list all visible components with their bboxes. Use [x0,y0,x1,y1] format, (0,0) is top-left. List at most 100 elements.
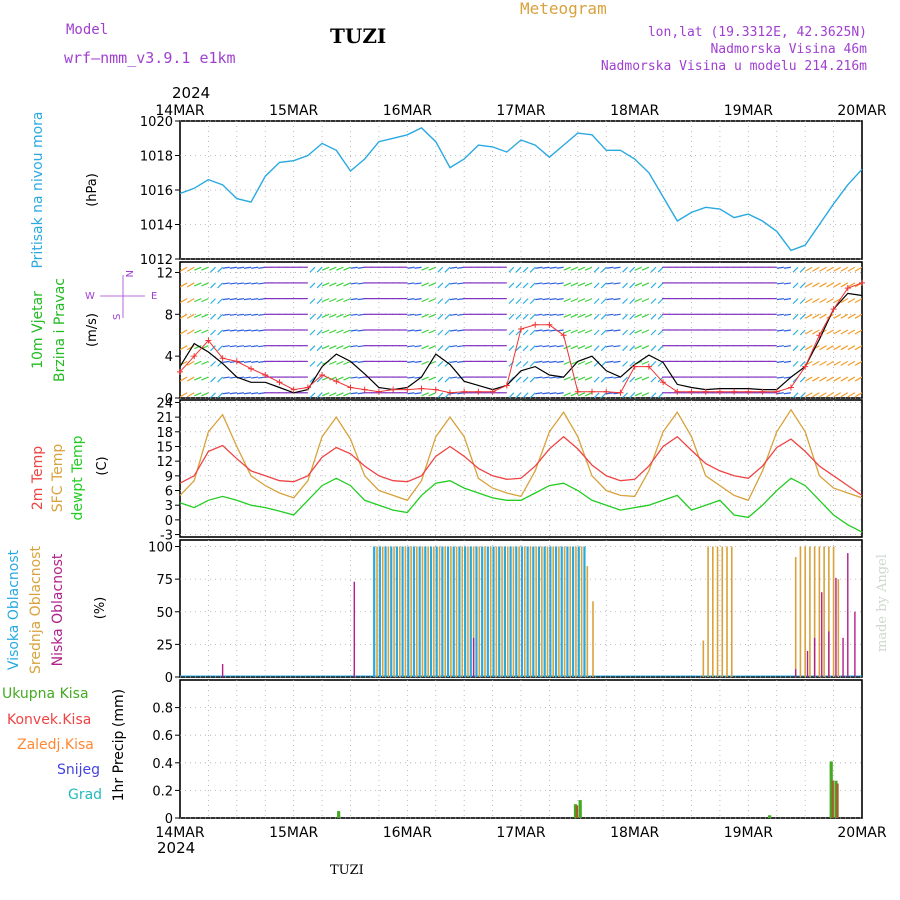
wind-arrow [840,282,849,288]
wind-arrow [563,282,571,287]
wind-arrow [556,313,564,316]
wind-arrow [457,266,465,269]
wind-arrow [776,329,784,332]
wind-arrow [535,360,543,363]
wind-arrow [210,345,216,352]
gust-marker [645,363,652,370]
wind-arrow [428,266,436,271]
wind-arrow [584,345,593,350]
temp-ylabel: 2m Temp [30,446,46,510]
wind-arrow [522,298,529,305]
wind-arrow [457,345,465,348]
wind-arrow [776,360,784,363]
wind-arrow [840,392,849,398]
wind-arrow [309,360,316,367]
wind-arrow [321,282,330,287]
wind-arrow [180,282,188,288]
wind-arrow [258,329,266,332]
wind-arrow [650,345,657,352]
wind-arrow [180,329,188,335]
wind-arrow [437,329,444,336]
gust-marker [262,371,269,378]
wind-arrow [783,282,792,285]
temp2m-line [179,435,863,496]
credit-label: made by Angel [875,554,890,652]
wind-arrow [613,313,621,316]
wind-arrow [854,345,862,351]
wind-arrow [217,376,224,383]
wind-arrow [201,392,209,397]
wind-arrow [833,298,841,304]
gust-marker [177,368,183,375]
panel-precip: 0 0.2 0.4 0.6 0.8 [152,679,863,827]
wind-arrow [508,298,515,305]
wind-arrow [336,376,344,381]
wind-arrow [414,345,422,348]
wind-arrow [508,345,515,352]
gust-marker [489,388,496,395]
wind-arrow [421,345,429,350]
wind-arrow [258,266,266,269]
wind-arrow [819,376,827,382]
gust-marker [802,363,809,370]
wind-arrow [236,282,245,285]
wind-arrow [444,329,451,336]
wind-arrow [251,282,259,285]
wind-arrow [194,313,202,318]
wind-arrow [535,298,543,301]
wind-arrow [194,329,202,334]
wind-arrow [210,376,216,383]
wind-arrow [201,298,209,303]
wind-arrow [329,345,337,350]
wind-arrow [437,298,444,305]
wind-arrow [641,329,650,334]
gust-marker [589,388,596,395]
wind-arrow [563,298,571,303]
wind-arrow [641,345,650,350]
wind-arrow [840,360,849,366]
gust-marker [361,386,368,393]
wind-arrow [457,392,465,395]
wind-arrow [180,345,188,351]
wind-arrow [243,282,252,285]
wind-arrow [515,298,522,305]
wind-arrow [804,345,813,351]
wind-arrow [613,376,621,379]
wind-arrow [792,392,799,398]
wind-arrow [222,266,230,269]
wind-arrow [804,392,813,398]
wind-arrow [421,376,429,381]
wind-arrow [357,313,365,316]
wind-arrow [847,282,856,288]
wind-arrow [629,313,636,320]
wind-arrow [522,282,529,289]
wind-arrow [522,313,529,320]
wind-arrow [222,313,230,316]
wind-arrow [833,313,841,319]
x-tick-label-bottom: 17MAR [496,825,545,841]
wind-arrow [542,360,550,363]
wind-arrow [309,376,316,383]
gust-marker [347,384,354,391]
low-cloud-ylabel: Niska Oblacnost [50,553,66,666]
wind-arrow [819,282,827,288]
wind-arrow [321,329,330,334]
wind-arrow [251,376,259,379]
wind-arrow [535,392,543,395]
y-tick-label: 24 [156,396,173,411]
wind-arrow [584,329,593,334]
wind-arrow [243,345,252,348]
y-tick-label: 0.4 [152,757,173,772]
wind-arrow [622,282,628,289]
wind-arrow [634,392,643,397]
wind-arrow [542,345,550,348]
wind-arrow [251,360,259,363]
wind-arrow [321,313,330,318]
wind-arrow [437,345,444,352]
wind-arrow [343,329,351,334]
wind-arrow [449,329,458,332]
wind-arrow [826,266,834,272]
wind-arrow [577,282,586,287]
wind-arrow [812,360,820,366]
wind-arrow [833,282,841,288]
